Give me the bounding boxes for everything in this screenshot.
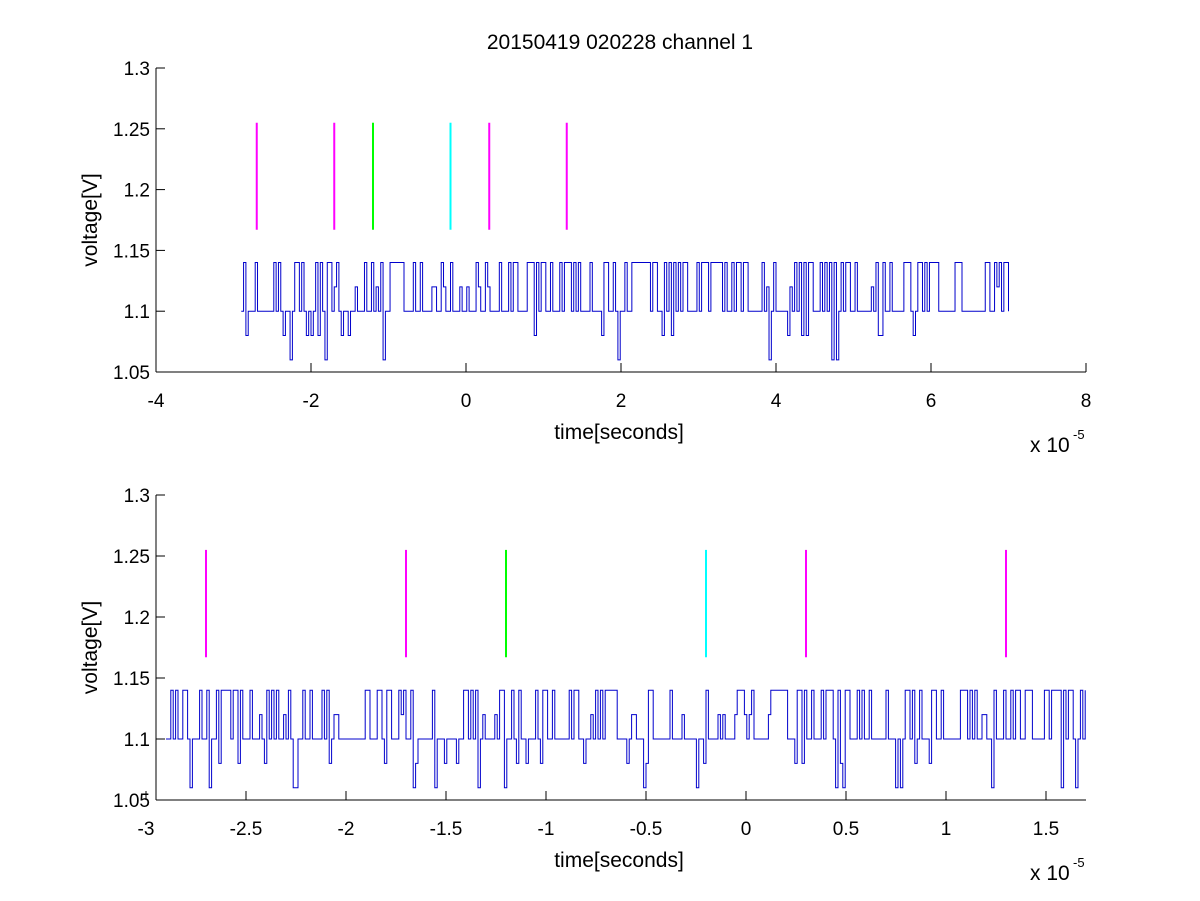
- y-tick-label: 1.05: [113, 791, 150, 812]
- x-tick-label: 2: [616, 391, 627, 412]
- y-tick-label: 1.2: [124, 608, 150, 629]
- x-tick-label: -0.5: [630, 819, 663, 840]
- y-tick-label: 1.1: [124, 302, 150, 323]
- x-tick-label: -3: [138, 819, 155, 840]
- y-tick-label: 1.15: [113, 241, 150, 262]
- x-axis-label: time[seconds]: [554, 849, 684, 872]
- x-tick-label: 4: [771, 391, 782, 412]
- y-tick-label: 1.15: [113, 669, 150, 690]
- signal-trace-1: [241, 262, 1009, 361]
- y-tick-label: 1.05: [113, 363, 150, 384]
- figure-title: 20150419 020228 channel 1: [487, 31, 753, 54]
- y-tick-label: 1.2: [124, 181, 150, 202]
- x-tick-label: -2.5: [230, 819, 263, 840]
- x-tick-label: 8: [1081, 391, 1092, 412]
- x-tick-label: -1: [538, 819, 555, 840]
- x-tick-label: 0: [741, 819, 752, 840]
- x-axis-exponent: x 10 -5: [1030, 855, 1085, 885]
- y-tick-label: 1.3: [124, 486, 150, 507]
- y-tick-label: 1.3: [124, 59, 150, 80]
- y-tick-label: 1.25: [113, 547, 150, 568]
- x-tick-label: -4: [148, 391, 165, 412]
- x-tick-label: 1.5: [1033, 819, 1059, 840]
- x-tick-label: 0: [461, 391, 472, 412]
- y-tick-label: 1.1: [124, 730, 150, 751]
- x-exponent-base: x 10: [1030, 434, 1070, 457]
- chart-panel-2: 1.05 1.1 1.15 1.2 1.25 1.3 -3 -2.5 -2 -1.5 -1 -0.5 0…: [79, 486, 1086, 885]
- x-axis-label: time[seconds]: [554, 421, 684, 444]
- x-tick-label: -2: [303, 391, 320, 412]
- x-tick-label: -1.5: [430, 819, 463, 840]
- x-axis-exponent: x 10 -5: [1030, 427, 1085, 457]
- x-tick-label: 0.5: [833, 819, 859, 840]
- signal-trace-1: [166, 689, 1086, 789]
- x-tick-label: -2: [338, 819, 355, 840]
- chart-panel-1: 1.05 1.1 1.15 1.2 1.25 1.3 -4 -2 0 2 4 6 8 time[secon…: [79, 59, 1091, 457]
- y-tick-label: 1.25: [113, 120, 150, 141]
- y-axis-label: voltage[V]: [79, 173, 102, 266]
- y-axis-label: voltage[V]: [79, 601, 102, 694]
- x-tick-label: 1: [941, 819, 952, 840]
- x-exponent-power: -5: [1073, 427, 1085, 442]
- x-exponent-base: x 10: [1030, 862, 1070, 885]
- chart-panels: 1.05 1.1 1.15 1.2 1.25 1.3 -4 -2 0 2 4 6 8 time[secon…: [79, 59, 1091, 885]
- x-exponent-power: -5: [1073, 855, 1085, 870]
- x-tick-label: 6: [926, 391, 937, 412]
